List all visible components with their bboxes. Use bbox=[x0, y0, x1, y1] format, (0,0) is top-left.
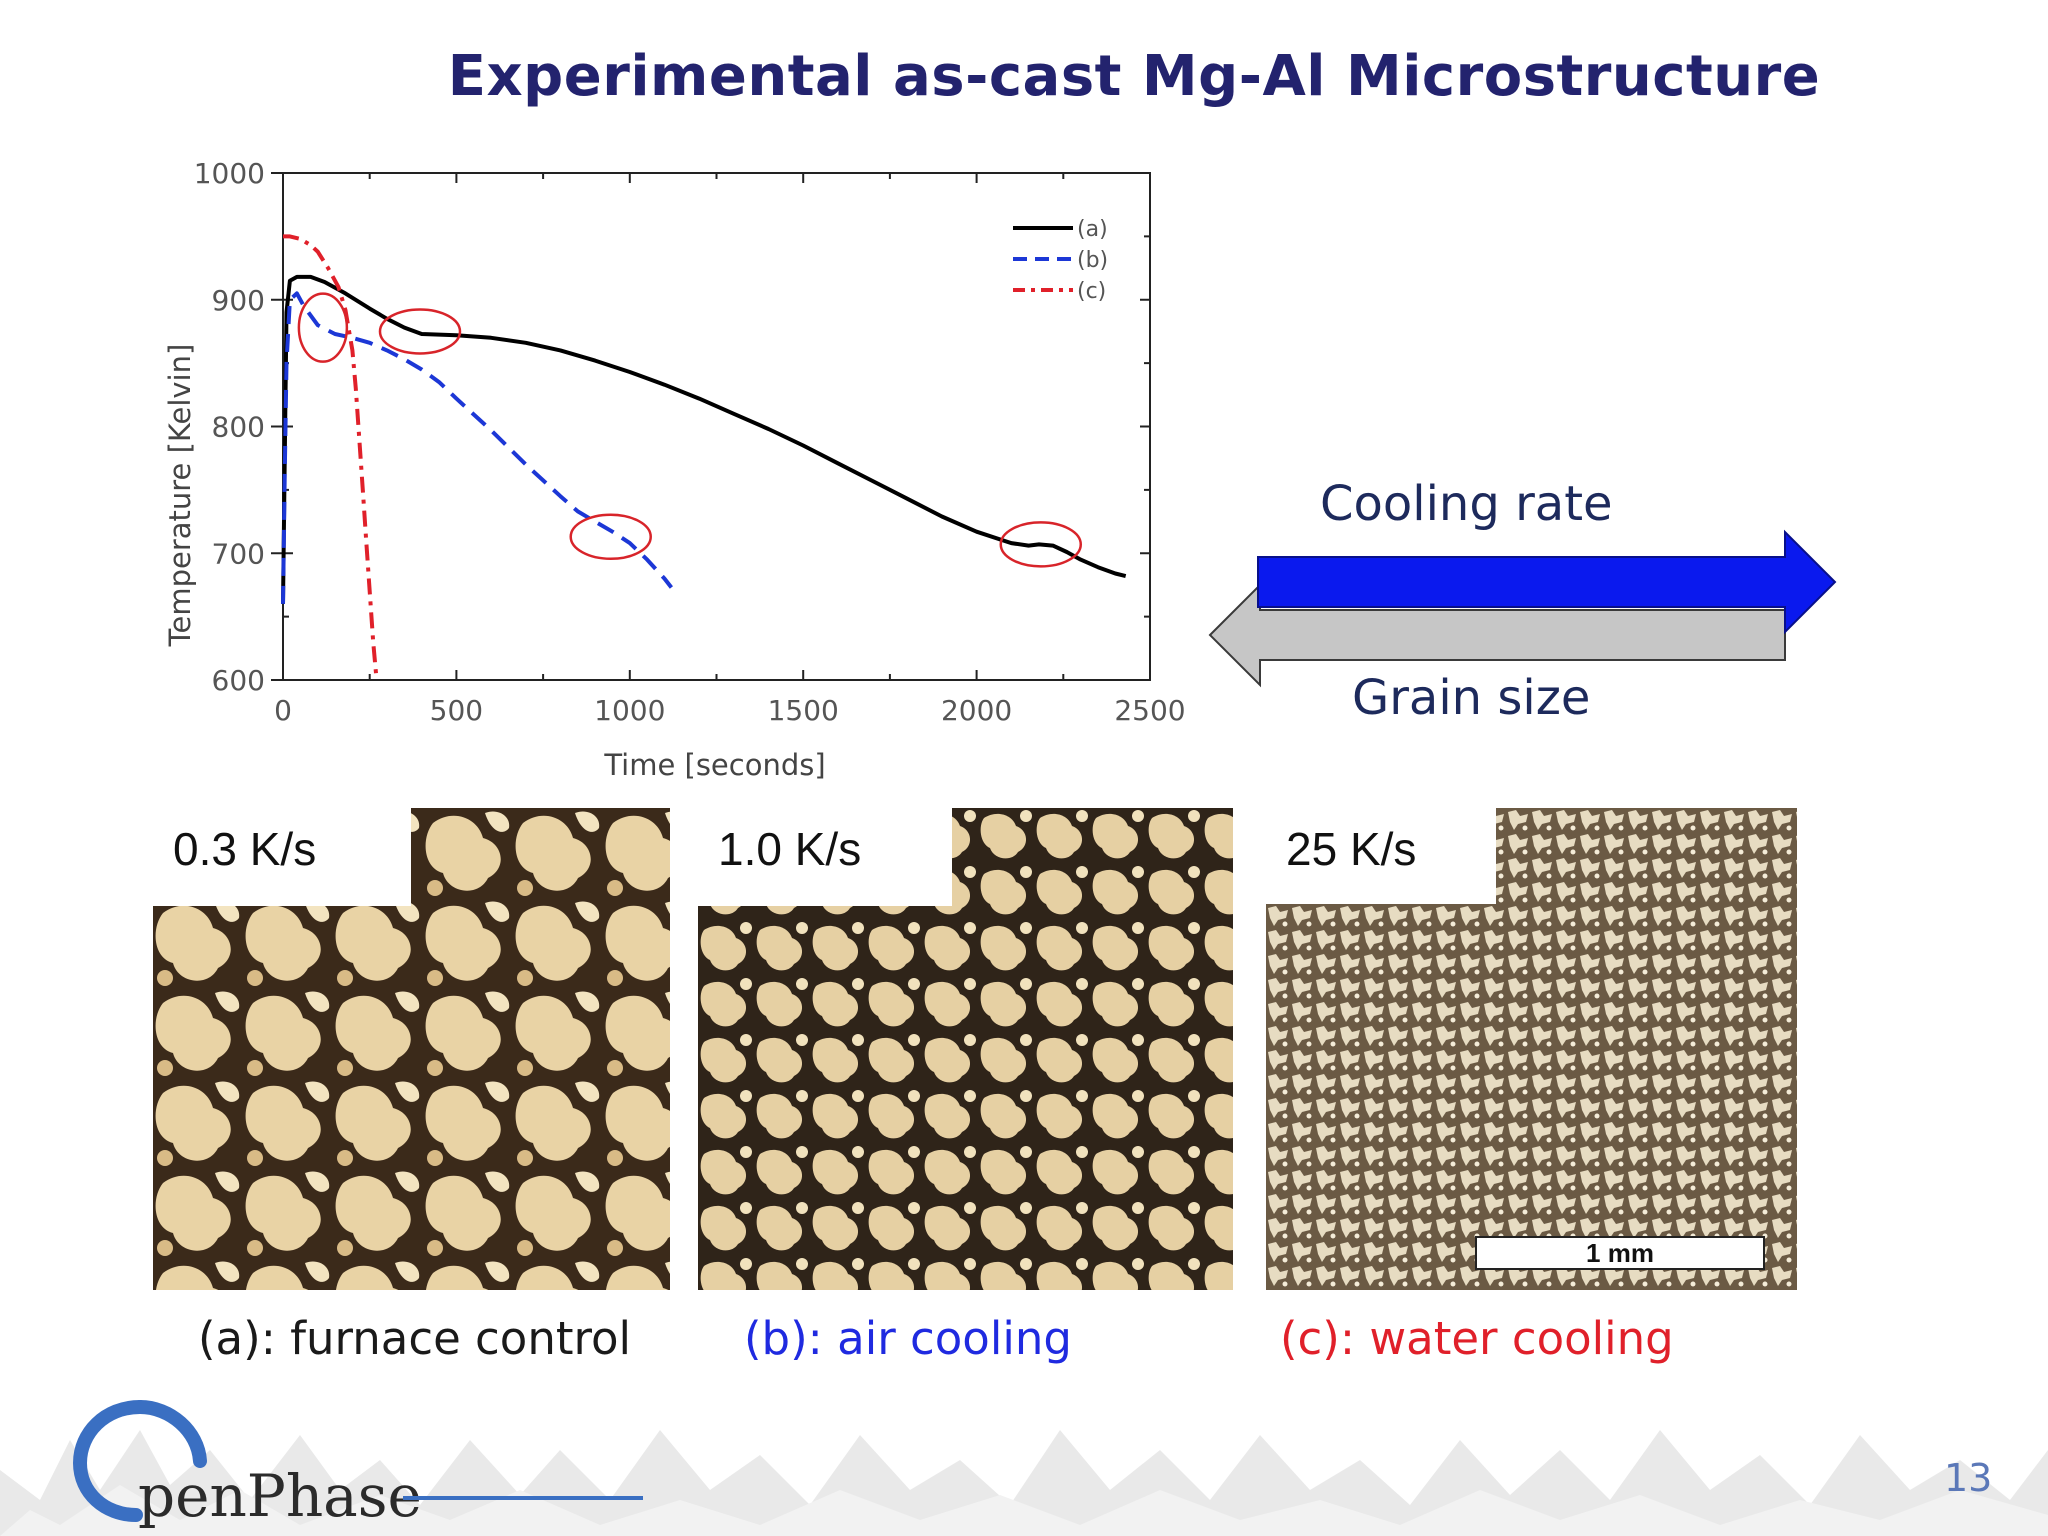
micrograph-c-label: 25 K/s bbox=[1266, 808, 1496, 904]
x-tick-label-2000: 2000 bbox=[941, 694, 1012, 727]
openphase-logo-text: penPhase bbox=[138, 1462, 422, 1530]
x-axis-title: Time [seconds] bbox=[603, 748, 825, 782]
series-line-b bbox=[281, 291, 673, 604]
chart-frame bbox=[282, 172, 1151, 681]
annotation-circle-3 bbox=[569, 513, 652, 561]
openphase-ring-icon bbox=[72, 1400, 207, 1522]
micrograph-b-label: 1.0 K/s bbox=[698, 808, 952, 906]
chart-tick-labels: 0 500 1000 1500 2000 2500 600 700 800 900 1000 bbox=[194, 157, 1186, 727]
slide-title: Experimental as-cast Mg-Al Microstructur… bbox=[447, 44, 1821, 109]
legend-label-c: (c) bbox=[1077, 279, 1106, 304]
series-line-c bbox=[283, 234, 379, 681]
micrograph-c: 25 K/s 1 mm bbox=[1266, 808, 1797, 1290]
micrograph-a: 0.3 K/s bbox=[153, 808, 670, 1290]
annotation-circle-4 bbox=[999, 521, 1083, 568]
y-tick-label-900: 900 bbox=[212, 284, 265, 317]
scale-bar: 1 mm bbox=[1475, 1236, 1765, 1270]
y-tick-label-700: 700 bbox=[212, 537, 265, 570]
caption-c: (c): water cooling bbox=[1280, 1312, 1674, 1365]
x-tick-label-1500: 1500 bbox=[768, 694, 839, 727]
cooling-rate-arrow bbox=[1257, 529, 1837, 635]
y-tick-label-800: 800 bbox=[212, 411, 265, 444]
x-tick-label-1000: 1000 bbox=[594, 694, 665, 727]
logo-underline bbox=[403, 1496, 643, 1500]
y-tick-label-600: 600 bbox=[212, 664, 265, 697]
annotation-circle-2 bbox=[378, 308, 462, 355]
x-tick-label-2500: 2500 bbox=[1114, 694, 1185, 727]
legend-label-b: (b) bbox=[1077, 248, 1108, 273]
series-line-a bbox=[281, 274, 1127, 604]
y-axis-title: Temperature [Kelvin] bbox=[163, 344, 197, 648]
y-tick-label-1000: 1000 bbox=[194, 157, 265, 190]
x-tick-label-0: 0 bbox=[274, 694, 292, 727]
grain-size-label: Grain size bbox=[1352, 670, 1591, 726]
trend-arrows bbox=[1208, 529, 1837, 688]
page-number: 13 bbox=[1944, 1456, 1993, 1500]
micrograph-b: 1.0 K/s bbox=[698, 808, 1233, 1290]
chart-legend: (a) (b) (c) bbox=[1013, 217, 1108, 304]
plot-frame bbox=[282, 172, 1151, 681]
caption-b: (b): air cooling bbox=[744, 1312, 1072, 1365]
caption-a: (a): furnace control bbox=[198, 1312, 632, 1365]
cooling-rate-label: Cooling rate bbox=[1320, 476, 1613, 532]
chart-annotation-circles bbox=[297, 292, 1083, 568]
cooling-curve-chart: 0 500 1000 1500 2000 2500 600 700 800 900 1000 (a)… bbox=[163, 157, 1186, 782]
chart-ticks bbox=[271, 172, 1151, 681]
legend-label-a: (a) bbox=[1077, 217, 1108, 242]
x-tick-label-500: 500 bbox=[430, 694, 483, 727]
annotation-circle-1 bbox=[297, 292, 349, 363]
chart-series bbox=[281, 234, 1127, 681]
micrograph-a-label: 0.3 K/s bbox=[153, 808, 411, 906]
